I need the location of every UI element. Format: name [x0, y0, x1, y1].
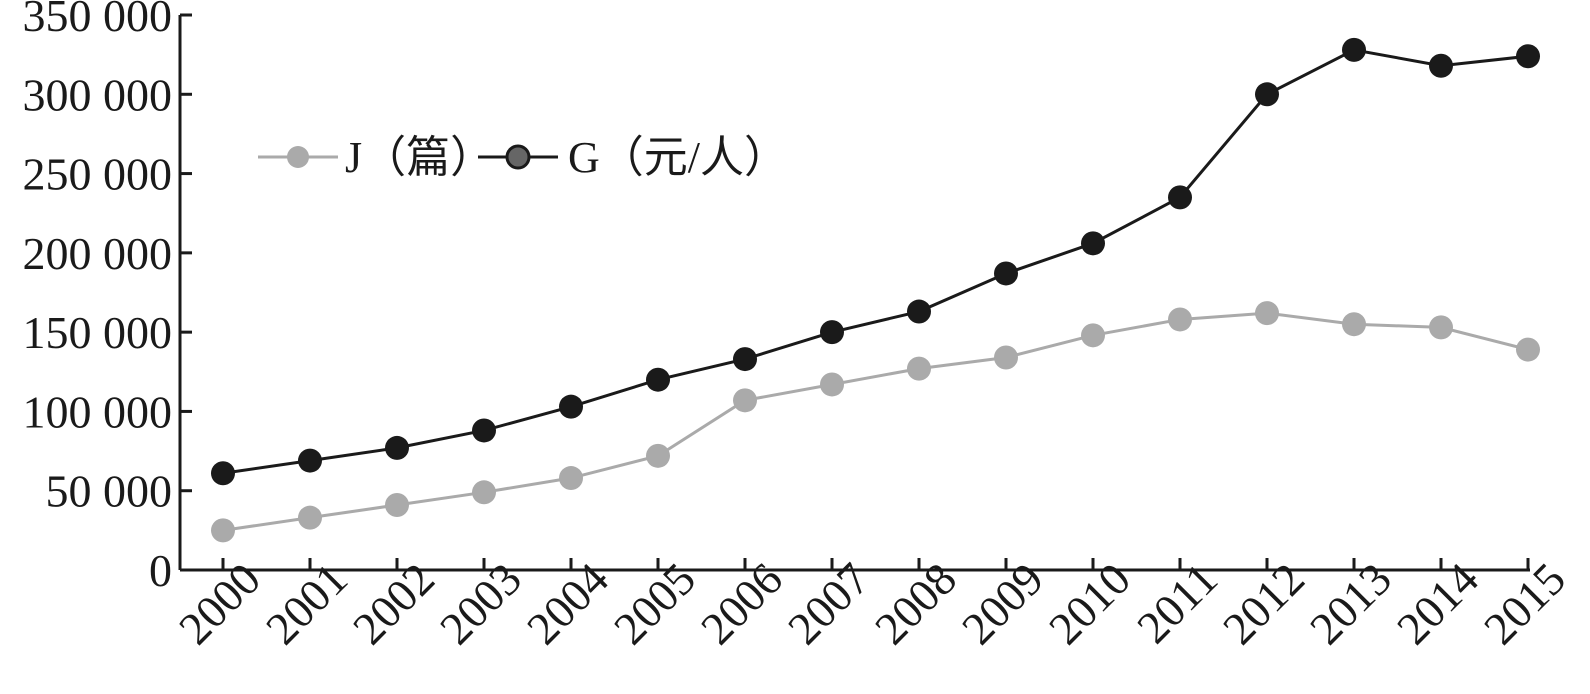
data-point-s0-3	[472, 480, 496, 505]
data-point-s0-7	[820, 372, 844, 397]
data-point-s1-13	[1342, 37, 1366, 62]
legend-marker-g	[505, 144, 531, 170]
x-tick-label: 2004	[517, 553, 618, 654]
data-point-s1-11	[1168, 185, 1192, 210]
legend-marker-j	[287, 146, 309, 168]
data-point-s0-5	[646, 443, 670, 468]
legend-item-j: J（篇）	[258, 133, 494, 182]
data-point-s0-12	[1255, 301, 1279, 326]
axes	[178, 15, 1530, 572]
data-point-s1-3	[472, 418, 496, 443]
x-tick-label: 2008	[865, 553, 966, 654]
data-point-s1-1	[298, 448, 322, 473]
data-point-s1-7	[820, 320, 844, 345]
x-tick-label: 2013	[1300, 553, 1401, 654]
data-point-s0-2	[385, 492, 409, 517]
data-point-s0-11	[1168, 307, 1192, 332]
data-point-s1-14	[1429, 53, 1453, 78]
x-tick-label: 2012	[1213, 553, 1314, 654]
data-point-s1-0	[211, 461, 235, 486]
data-point-s1-6	[733, 347, 757, 372]
data-point-s1-8	[907, 299, 931, 324]
data-point-s0-14	[1429, 315, 1453, 340]
data-point-s1-12	[1255, 82, 1279, 107]
y-tick-label: 250 000	[23, 149, 173, 200]
data-point-s1-5	[646, 367, 670, 392]
y-tick-label: 350 000	[23, 0, 173, 41]
series-layer	[211, 37, 1540, 543]
data-point-s0-15	[1516, 337, 1540, 362]
x-ticks: 2000200120022003200420052006200720082009…	[169, 553, 1575, 654]
data-point-s0-10	[1081, 323, 1105, 348]
data-point-s0-6	[733, 388, 757, 413]
legend-item-g: G（元/人）	[478, 133, 788, 182]
data-point-s0-9	[994, 345, 1018, 370]
data-point-s1-4	[559, 394, 583, 419]
y-tick-label: 300 000	[23, 69, 173, 120]
series-line-1	[222, 48, 1529, 475]
data-point-s1-2	[385, 435, 409, 460]
x-tick-label: 2000	[169, 553, 270, 654]
data-point-s1-10	[1081, 231, 1105, 256]
x-tick-label: 2009	[952, 553, 1053, 654]
data-point-s1-15	[1516, 44, 1540, 69]
x-tick-label: 2015	[1474, 553, 1575, 654]
data-point-s0-13	[1342, 312, 1366, 337]
x-tick-label: 2010	[1039, 553, 1140, 654]
x-tick-label: 2011	[1127, 553, 1227, 653]
series-line-0	[222, 311, 1529, 532]
y-tick-label: 0	[149, 545, 172, 596]
y-ticks: 0 50 000 100 000 150 000 200 000 250 000 300 0…	[23, 0, 192, 596]
x-tick-label: 2002	[343, 553, 444, 654]
y-tick-label: 50 000	[46, 466, 173, 517]
y-tick-label: 200 000	[23, 228, 173, 279]
x-tick-label: 2006	[691, 553, 792, 654]
data-point-s0-8	[907, 356, 931, 381]
data-point-s0-4	[559, 466, 583, 491]
x-tick-label: 2014	[1387, 553, 1488, 654]
legend: J（篇） G（元/人）	[258, 133, 788, 182]
y-tick-label: 150 000	[23, 307, 173, 358]
y-tick-label: 100 000	[23, 386, 173, 437]
data-point-s1-9	[994, 261, 1018, 286]
x-tick-label: 2007	[778, 553, 879, 654]
data-point-s0-1	[298, 505, 322, 530]
legend-label-g: G（元/人）	[568, 133, 788, 182]
x-tick-label: 2003	[430, 553, 531, 654]
x-tick-label: 2005	[604, 553, 705, 654]
x-tick-label: 2001	[256, 553, 357, 654]
legend-label-j: J（篇）	[345, 133, 494, 182]
data-point-s0-0	[211, 518, 235, 543]
